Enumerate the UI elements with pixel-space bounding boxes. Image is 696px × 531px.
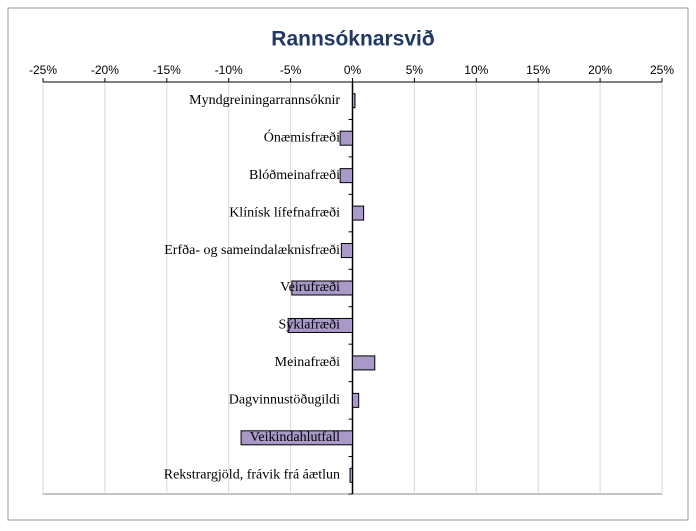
category-label: Ónæmisfræði [264, 128, 340, 145]
category-label: Rekstrargjöld, frávik frá áætlun [164, 467, 340, 482]
bar [287, 317, 353, 333]
x-tick-label: 25% [650, 63, 674, 77]
bar [352, 392, 360, 408]
category-label: Veikindahlutfall [250, 430, 340, 445]
bar [349, 467, 353, 483]
x-tick-label: 5% [406, 63, 424, 77]
category-label: Sýklafræði [279, 318, 341, 333]
x-tick-label: 20% [588, 63, 612, 77]
bar [352, 93, 356, 109]
category-label: Myndgreiningarrannsóknir [189, 93, 340, 108]
category-label: Meinafræði [275, 355, 340, 370]
bar [240, 430, 353, 446]
bar [339, 168, 353, 184]
bar [339, 130, 353, 146]
category-label: Dagvinnustöðugildi [229, 393, 340, 408]
x-tick-label: 10% [464, 63, 488, 77]
chart-title: Rannsóknarsvið [271, 28, 434, 51]
category-label: Erfða- og sameindalæknisfræði [164, 243, 340, 258]
category-label: Veirufræði [280, 280, 340, 295]
x-tick-label: -15% [153, 63, 181, 77]
category-label: Blóðmeinafræði [249, 168, 340, 183]
bar [291, 280, 354, 296]
bar [340, 243, 354, 259]
category-label: Klínísk lífefnafræði [229, 205, 340, 220]
x-tick-label: 15% [526, 63, 550, 77]
x-tick-label: -25% [29, 63, 57, 77]
x-tick-label: 0% [344, 63, 362, 77]
x-tick-label: -10% [215, 63, 243, 77]
bar [352, 355, 376, 371]
x-tick-label: -20% [91, 63, 119, 77]
bar [352, 205, 365, 221]
x-tick-label: -5% [280, 63, 302, 77]
